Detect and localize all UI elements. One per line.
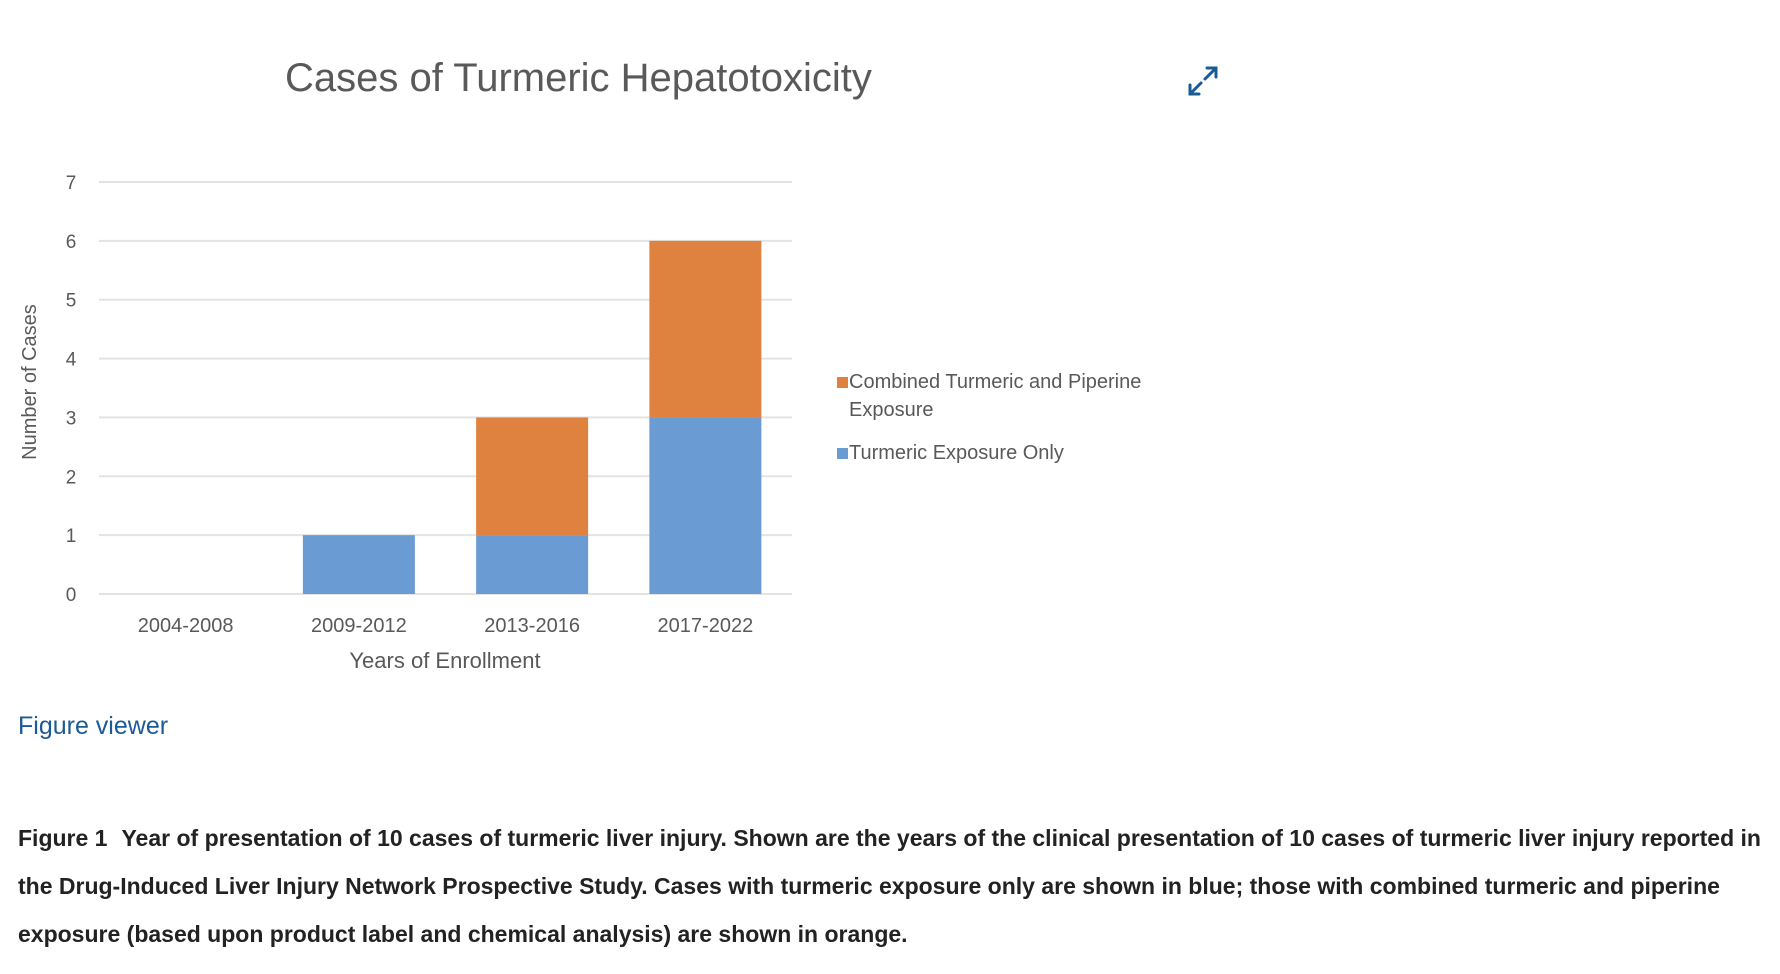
legend-swatch-blue <box>837 448 848 459</box>
bar-segment <box>302 535 415 594</box>
chart-plot: 0 1 2 3 4 5 6 7 2004-2008 2009-2012 2013-2016 2017-… <box>19 173 792 673</box>
legend-item-combined: Combined Turmeric and Piperine Exposure <box>837 368 1142 424</box>
figure-viewer-link[interactable]: Figure viewer <box>18 712 169 740</box>
x-tick-label: 2017-2022 <box>658 615 754 637</box>
y-tick-label: 6 <box>66 232 77 253</box>
expand-icon[interactable] <box>1186 64 1220 98</box>
y-tick-label: 0 <box>66 585 77 606</box>
y-axis-label: Number of Cases <box>19 304 41 460</box>
bar-segment <box>476 535 589 594</box>
legend-label: Exposure <box>849 399 934 421</box>
x-tick-label: 2004-2008 <box>138 615 234 637</box>
legend-label: Turmeric Exposure Only <box>849 442 1064 464</box>
figure-caption: Figure 1 Year of presentation of 10 cases… <box>18 814 1768 958</box>
y-tick-label: 1 <box>66 526 77 547</box>
y-tick-label: 5 <box>66 291 77 312</box>
caption-label: Figure 1 <box>18 825 108 851</box>
bar-segment <box>649 417 762 594</box>
bar-segment <box>649 240 762 418</box>
legend-label: Combined Turmeric and Piperine <box>849 371 1142 393</box>
y-tick-label: 4 <box>66 350 77 371</box>
x-axis-label: Years of Enrollment <box>349 648 540 673</box>
y-tick-label: 2 <box>66 467 77 488</box>
legend-swatch-orange <box>837 377 848 388</box>
x-tick-label: 2013-2016 <box>484 615 580 637</box>
caption-text: Year of presentation of 10 cases of turm… <box>18 825 1761 947</box>
legend-item-turmeric-only: Turmeric Exposure Only <box>837 439 1064 467</box>
chart-title: Cases of Turmeric Hepatotoxicity <box>285 56 872 100</box>
x-tick-label: 2009-2012 <box>311 615 407 637</box>
bar-segment <box>476 417 589 536</box>
y-tick-label: 3 <box>66 408 77 429</box>
y-tick-label: 7 <box>66 173 77 194</box>
